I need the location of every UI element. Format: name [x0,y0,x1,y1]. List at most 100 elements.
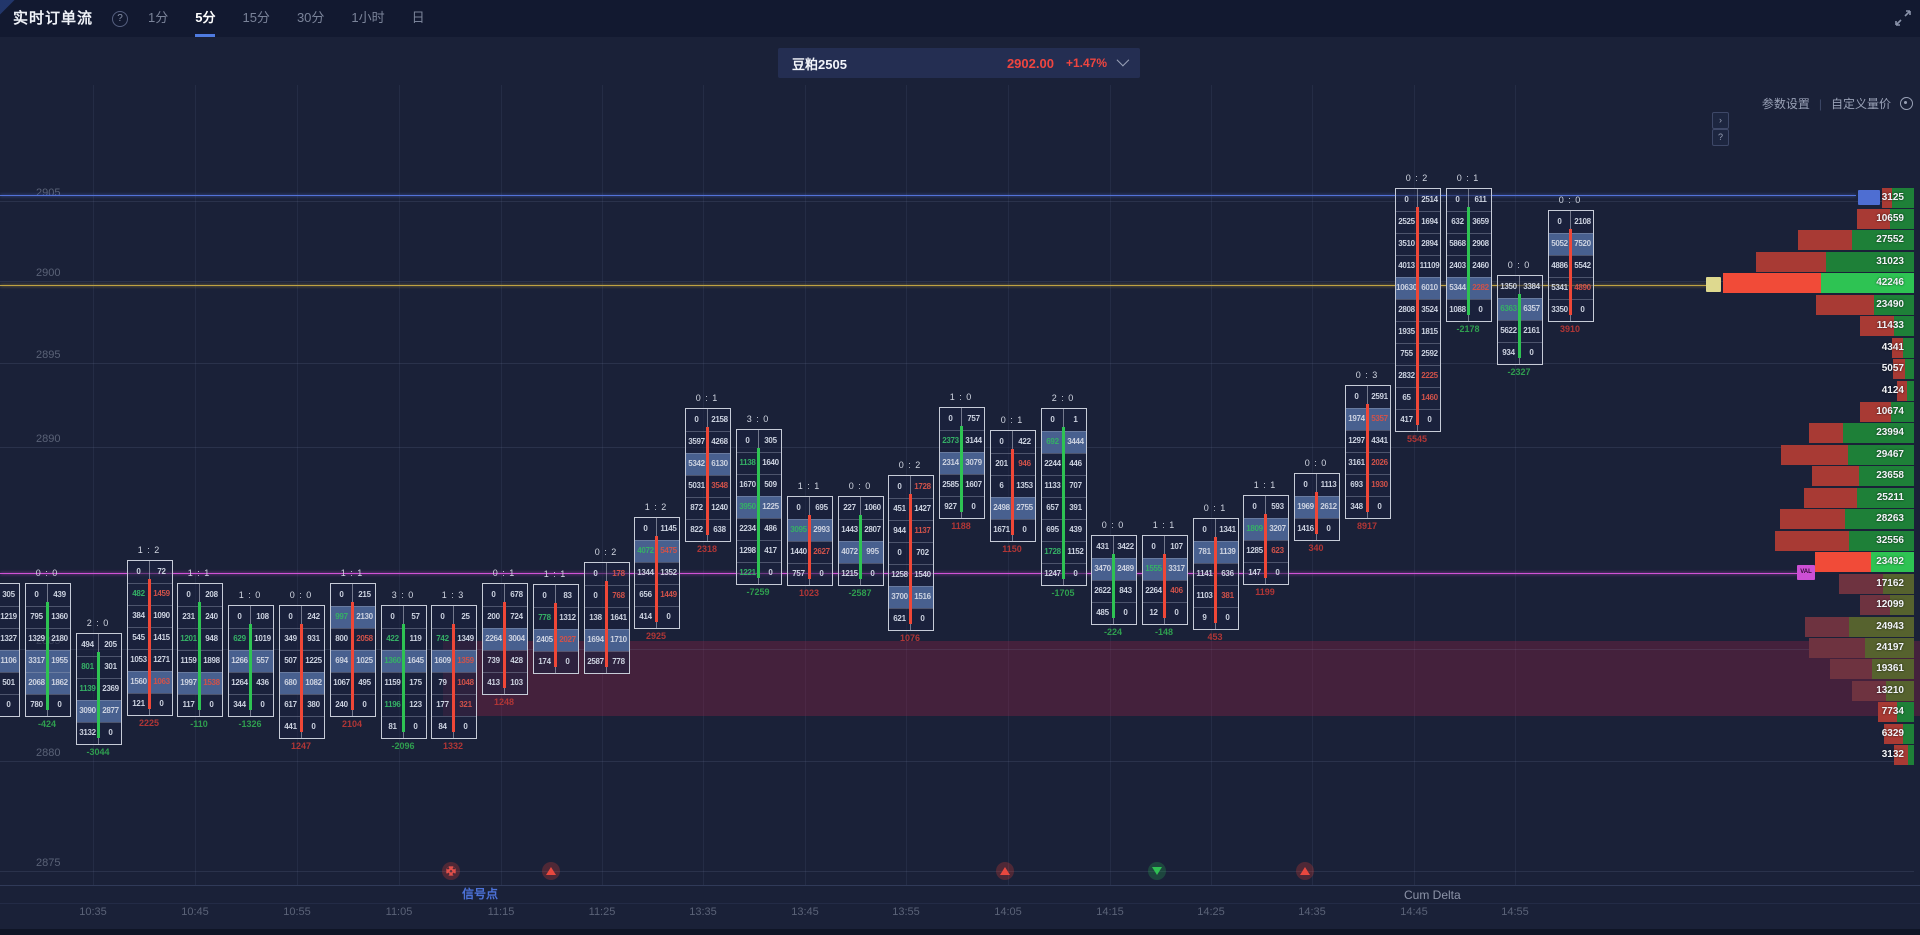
footprint-candle[interactable]: 0 242 349 931 507 1225 680 1082 617 380 441 0 [279,605,325,739]
ask-volume-cell: 1360 [51,612,68,621]
bid-volume-cell: 629 [233,634,246,643]
param-settings-button[interactable]: 参数设置 [1761,97,1810,111]
imbalance-ratio-label: 0 : 0 [1304,458,1328,468]
bid-volume-cell: 6 [999,481,1004,490]
footprint-candle[interactable]: 0 1113 1969 2612 1416 0 [1294,473,1340,541]
signal-marker-grid-red[interactable] [442,862,460,880]
footprint-candle[interactable]: 0 678 200 724 2264 3004 739 428 413 103 [482,583,528,695]
imbalance-ratio-label: 0 : 3 [1355,370,1379,380]
delta-bar-down [1264,514,1267,578]
footprint-candle[interactable]: 227 1060 1443 2807 4072 995 1215 0 [838,496,884,586]
footprint-candle[interactable]: 0 108 629 1019 1266 557 1264 436 344 0 [228,605,274,717]
bid-volume-cell: 934 [1502,348,1515,357]
candle-delta-label: -2587 [848,588,872,598]
bid-volume-cell: 174 [538,657,551,666]
delta-bar-up [402,624,405,732]
signal-marker-down-green[interactable] [1148,862,1166,880]
profile-green-bar [1871,552,1914,572]
candle-delta-label: 1150 [1002,544,1022,554]
footprint-candle[interactable]: 0 72 482 1459 384 1090 545 1415 1053 1271 1560 1063… [127,560,173,716]
profile-volume-value: 3132 [1881,749,1904,760]
timeframe-tab-15分[interactable]: 15分 [242,10,270,25]
profile-volume-value: 12099 [1876,599,1904,610]
delta-bar-up [198,602,201,710]
time-axis-label: 10:55 [283,906,311,918]
volume-profile-row: 10674 [0,402,1920,422]
candle-delta-label: -424 [37,719,56,729]
footprint-candle[interactable]: 0 215 997 2130 800 2058 694 1025 1067 495 240 0 [330,583,376,717]
ask-volume-cell: 2877 [102,706,119,715]
panel-expand-button[interactable]: › [1712,112,1729,129]
footprint-candle[interactable]: 0 2514 2525 1694 3510 2894 4013 11109 10630 6010 2… [1395,188,1441,432]
timeframe-tab-5分[interactable]: 5分 [195,0,216,37]
ask-volume-cell: 1955 [51,656,68,665]
footprint-candle[interactable]: 0 611 632 3659 5868 2908 2403 2460 5344 2282 1088 0 [1446,188,1492,322]
imbalance-ratio-label: 0 : 1 [695,393,719,403]
footprint-candle[interactable]: 1350 3384 6363 6357 5622 2161 934 0 [1497,275,1543,365]
footprint-candle[interactable]: 0 83 778 1312 2405 2027 174 0 [533,584,579,674]
footprint-candle[interactable]: 0 439 795 1360 1329 2180 3317 1955 2068 1862 780 0 [25,583,71,717]
signal-points-label: 信号点 [462,887,499,901]
bid-volume-cell: 2622 [1094,586,1111,595]
ask-volume-cell: 215 [358,590,371,599]
delta-bar-down [1163,554,1166,618]
bid-volume-cell: 482 [132,589,145,598]
gear-icon[interactable] [1900,97,1913,110]
footprint-candle[interactable]: 0 305 1138 1640 1670 509 3950 1225 2234 486 1298 41… [736,429,782,585]
help-icon[interactable]: ? [112,11,128,27]
bid-volume-cell: 9 [1202,613,1207,622]
bid-volume-cell: 1133 [1044,481,1061,490]
signal-marker-up-red[interactable] [1296,862,1314,880]
delta-bar-up [960,426,963,512]
profile-red-bar [1815,552,1871,572]
panel-help-button[interactable]: ? [1712,129,1729,146]
footprint-candle[interactable]: 0 208 231 240 1201 948 1159 1898 1997 1538 117 0 [177,583,223,717]
bid-volume-cell: 485 [1096,608,1109,617]
ask-volume-cell: 2282 [1472,283,1489,292]
footprint-candle[interactable]: 0 107 1555 3317 2264 406 12 0 [1142,535,1188,625]
timeframe-tab-日[interactable]: 日 [411,10,425,25]
footprint-candle[interactable]: 0 695 3095 2993 1440 2627 757 0 [787,496,833,586]
timeframe-tab-30分[interactable]: 30分 [296,10,325,25]
footprint-candle[interactable]: 0 1 692 3444 2244 446 1133 707 657 391 695 439 1728 1… [1041,408,1087,586]
footprint-candle[interactable]: 0 1145 4072 5475 1344 1352 656 1449 414 0 [634,517,680,629]
profile-red-bar [1878,702,1897,722]
footprint-candle[interactable]: 0 2158 3597 4268 5342 6130 5031 3548 872 1240 822 6… [685,408,731,542]
footprint-candle[interactable]: 030511801219132913273017110620685017600 [0,583,20,717]
instrument-selector[interactable]: 豆粕2505 2902.00 +1.47% [778,48,1140,78]
footprint-candle[interactable]: 0 25 742 1349 1609 1359 79 1048 177 321 84 0 [431,605,477,739]
fullscreen-icon[interactable] [1894,9,1912,27]
bid-volume-cell: 1935 [1398,327,1415,336]
footprint-candle[interactable]: 0 757 2373 3144 2314 3079 2585 1607 927 0 [939,407,985,519]
ask-volume-cell: 1019 [254,634,271,643]
bid-volume-cell: 441 [284,722,297,731]
footprint-candle[interactable]: 0 2108 5052 7520 4886 5542 5341 4890 3350 0 [1548,210,1594,322]
volume-profile-row: 6329 [0,724,1920,744]
bid-volume-cell: 1221 [739,568,756,577]
footprint-candle[interactable]: 0 593 1809 3207 1285 623 147 0 [1243,495,1289,585]
signal-marker-up-red[interactable] [996,862,1014,880]
ask-volume-cell: 1060 [864,503,881,512]
bid-volume-cell: 0 [643,524,648,533]
custom-volume-button[interactable]: 自定义量价 [1830,97,1891,111]
footprint-candle[interactable]: 0 422 201 946 6 1353 2498 2755 1671 0 [990,430,1036,542]
ask-volume-cell: 1694 [1421,217,1438,226]
footprint-candle[interactable]: 0 1341 781 1139 1141 636 1103 381 9 0 [1193,518,1239,630]
profile-red-bar [1860,595,1890,615]
bid-volume-cell: 1555 [1145,564,1162,573]
profile-volume-value: 23658 [1876,470,1904,481]
upper-blue-line [0,195,1856,196]
timeframe-tab-1分[interactable]: 1分 [148,10,169,25]
footprint-candle[interactable]: 494 205 801 301 1139 2369 3090 2877 3132 0 [76,633,122,745]
footprint-candle[interactable]: 431 3422 3470 2489 2622 843 485 0 [1091,535,1137,625]
signal-marker-up-red[interactable] [542,862,560,880]
footprint-candle[interactable]: 0 178 0 768 138 1641 1694 1710 2587 778 [584,562,630,674]
profile-green-bar [1821,273,1914,293]
footprint-candle[interactable]: 0 2591 1974 5357 1297 4341 3161 2026 693 1930 348 0 [1345,385,1391,519]
grid-vline [805,85,806,885]
ask-volume-cell: 2180 [51,634,68,643]
timeframe-tab-1小时[interactable]: 1小时 [351,10,385,25]
footprint-candle[interactable]: 0 57 422 119 1360 1645 1159 175 1196 123 81 0 [381,605,427,739]
footprint-candle[interactable]: 0 1728 451 1427 944 1137 0 702 1258 1540 3700 1516 6… [888,475,934,631]
